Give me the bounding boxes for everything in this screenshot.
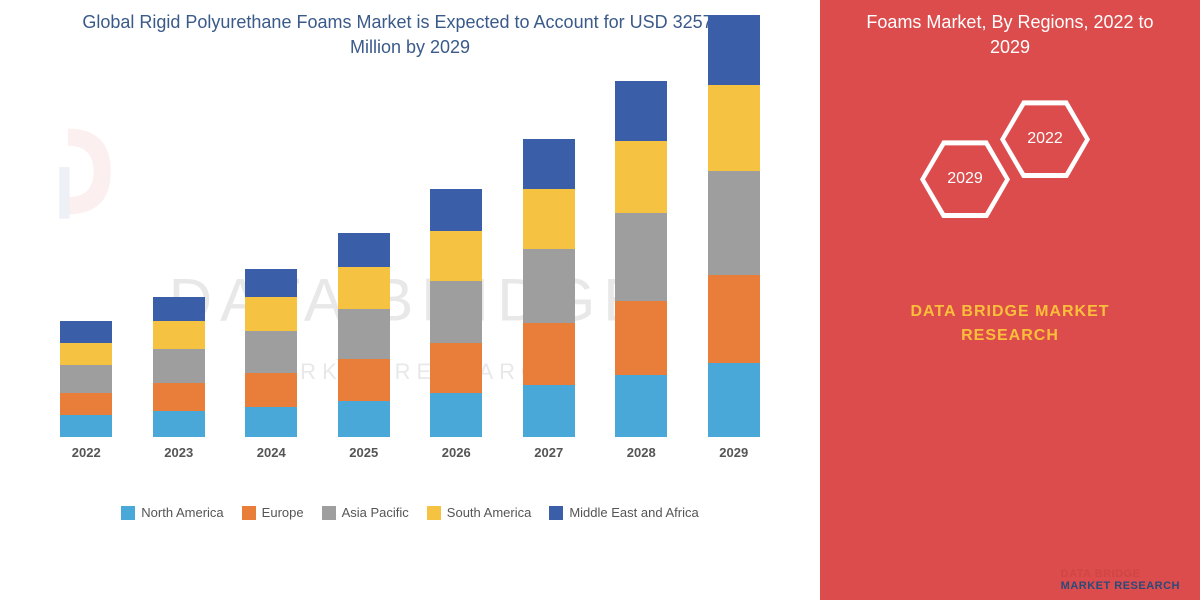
bar-group: 2028: [615, 81, 667, 460]
bar-segment: [430, 343, 482, 393]
bar-segment: [60, 343, 112, 365]
bar-segment: [430, 393, 482, 437]
bar-segment: [153, 383, 205, 411]
bar-segment: [708, 171, 760, 275]
bar-segment: [615, 375, 667, 437]
left-panel: Global Rigid Polyurethane Foams Market i…: [0, 0, 820, 600]
chart-title: Global Rigid Polyurethane Foams Market i…: [20, 10, 800, 60]
bar-segment: [708, 85, 760, 171]
brand-line-2: RESEARCH: [961, 327, 1059, 344]
legend-swatch: [242, 506, 256, 520]
main-container: Global Rigid Polyurethane Foams Market i…: [0, 0, 1200, 600]
bar-category-label: 2023: [164, 445, 193, 460]
bar-segment: [60, 393, 112, 415]
hexagon-group: 2029 2022: [820, 90, 1200, 270]
bar-segment: [60, 321, 112, 343]
bar-segment: [338, 359, 390, 401]
bar-segment: [708, 363, 760, 437]
bar-segment: [523, 385, 575, 437]
stacked-bar: [153, 297, 205, 437]
bar-segment: [615, 141, 667, 213]
legend-item: Middle East and Africa: [549, 505, 698, 520]
legend-swatch: [322, 506, 336, 520]
bar-segment: [523, 249, 575, 323]
bar-group: 2027: [523, 139, 575, 460]
bar-segment: [430, 189, 482, 231]
hexagon-label: 2022: [1005, 105, 1085, 173]
hexagon-2029: 2029: [920, 140, 1010, 218]
bar-segment: [245, 269, 297, 297]
bar-segment: [60, 365, 112, 393]
bar-segment: [245, 297, 297, 331]
legend-label: South America: [447, 505, 532, 520]
stacked-bar: [338, 233, 390, 437]
bar-segment: [615, 301, 667, 375]
brand-label: DATA BRIDGE MARKET RESEARCH: [820, 300, 1200, 348]
bar-category-label: 2027: [534, 445, 563, 460]
bar-category-label: 2026: [442, 445, 471, 460]
bar-segment: [338, 233, 390, 267]
bar-segment: [338, 267, 390, 309]
stacked-bar: [708, 15, 760, 437]
bar-segment: [708, 275, 760, 363]
bar-category-label: 2024: [257, 445, 286, 460]
bar-segment: [153, 349, 205, 383]
bar-segment: [523, 139, 575, 189]
right-panel: Foams Market, By Regions, 2022 to 2029 2…: [820, 0, 1200, 600]
hexagon-2022: 2022: [1000, 100, 1090, 178]
bar-segment: [430, 231, 482, 281]
bar-segment: [615, 81, 667, 141]
legend-item: Asia Pacific: [322, 505, 409, 520]
bar-segment: [523, 323, 575, 385]
stacked-bar: [523, 139, 575, 437]
stacked-bar: [60, 321, 112, 437]
footer-logo-text-2: MARKET RESEARCH: [1061, 580, 1180, 592]
hexagon-label: 2029: [925, 145, 1005, 213]
brand-line-1: DATA BRIDGE MARKET: [910, 303, 1109, 320]
legend-swatch: [549, 506, 563, 520]
bar-category-label: 2022: [72, 445, 101, 460]
legend-swatch: [121, 506, 135, 520]
bar-category-label: 2025: [349, 445, 378, 460]
legend-swatch: [427, 506, 441, 520]
bar-group: 2025: [338, 233, 390, 460]
legend-label: Europe: [262, 505, 304, 520]
bar-segment: [245, 407, 297, 437]
bar-group: 2022: [60, 321, 112, 460]
right-panel-title: Foams Market, By Regions, 2022 to 2029: [820, 0, 1200, 70]
bar-segment: [338, 309, 390, 359]
stacked-bar: [245, 269, 297, 437]
bar-group: 2023: [153, 297, 205, 460]
bar-segment: [245, 373, 297, 407]
legend-label: Middle East and Africa: [569, 505, 698, 520]
bar-group: 2024: [245, 269, 297, 460]
legend-label: North America: [141, 505, 223, 520]
bar-segment: [153, 411, 205, 437]
bar-segment: [430, 281, 482, 343]
bar-segment: [615, 213, 667, 301]
stacked-bar-chart: 2022 2023 2024 2025 2026 2027 2028 2029: [20, 80, 800, 500]
legend-item: South America: [427, 505, 532, 520]
bar-segment: [708, 15, 760, 85]
bar-group: 2029: [708, 15, 760, 460]
bar-segment: [245, 331, 297, 373]
legend-item: Europe: [242, 505, 304, 520]
bar-category-label: 2028: [627, 445, 656, 460]
bar-category-label: 2029: [719, 445, 748, 460]
bar-segment: [338, 401, 390, 437]
legend-label: Asia Pacific: [342, 505, 409, 520]
bar-segment: [523, 189, 575, 249]
footer-logo-text-1: DATA BRIDGE: [1061, 568, 1141, 580]
bar-segment: [153, 297, 205, 321]
chart-legend: North America Europe Asia Pacific South Ame…: [20, 505, 800, 520]
stacked-bar: [430, 189, 482, 437]
footer-logo: DATA BRIDGE MARKET RESEARCH: [1061, 568, 1180, 592]
legend-item: North America: [121, 505, 223, 520]
bar-segment: [153, 321, 205, 349]
stacked-bar: [615, 81, 667, 437]
bar-group: 2026: [430, 189, 482, 460]
bar-segment: [60, 415, 112, 437]
